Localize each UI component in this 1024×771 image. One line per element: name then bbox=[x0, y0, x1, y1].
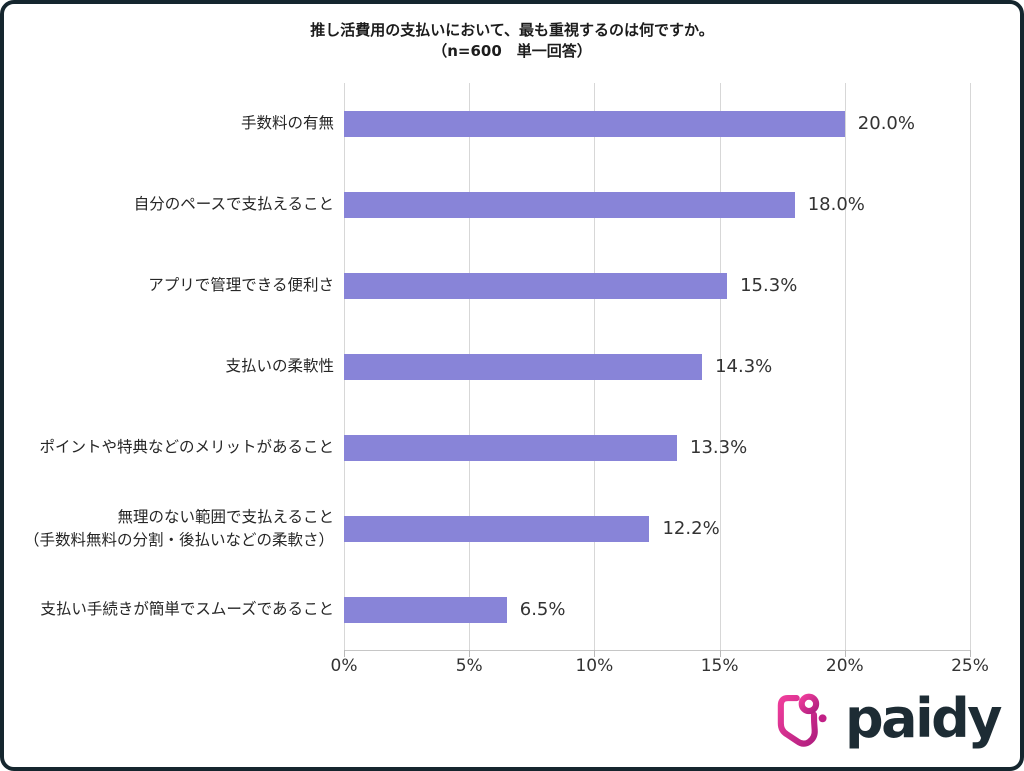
bar-value-label: 14.3% bbox=[715, 356, 773, 377]
category-label: 支払いの柔軟性 bbox=[225, 357, 334, 376]
paidy-logo: paidy bbox=[765, 683, 1002, 755]
bar-value-label: 6.5% bbox=[519, 599, 566, 620]
bar-series: 20.0% 18.0% 15.3% 14.3% 13.3% 12.2% 6.5% bbox=[344, 83, 970, 650]
gridline bbox=[719, 83, 721, 650]
chart-row: 12.2% bbox=[344, 488, 970, 569]
chart-row: 15.3% bbox=[344, 245, 970, 326]
bar-value-label: 13.3% bbox=[690, 437, 748, 458]
bar-value-label: 15.3% bbox=[740, 275, 798, 296]
x-axis-tick-label: 10% bbox=[575, 656, 614, 676]
bar-value-label: 12.2% bbox=[662, 518, 720, 539]
category-label: ポイントや特典などのメリットがあること bbox=[39, 438, 334, 457]
bar bbox=[344, 110, 845, 137]
chart-title-block: 推し活費用の支払いにおいて、最も重視するのは何ですか。 （n=600 単一回答） bbox=[4, 20, 1020, 62]
bar-value-label: 18.0% bbox=[807, 194, 865, 215]
bar bbox=[344, 515, 650, 542]
chart-row: 14.3% bbox=[344, 326, 970, 407]
bar bbox=[344, 272, 728, 299]
category-label: 支払い手続きが簡単でスムーズであること bbox=[40, 600, 334, 619]
category-label: アプリで管理できる便利さ bbox=[148, 276, 334, 295]
x-axis-tick-label: 25% bbox=[951, 656, 989, 676]
paidy-heart-icon bbox=[777, 693, 827, 747]
gridline bbox=[970, 83, 971, 650]
chart-row: 6.5% bbox=[344, 569, 970, 650]
bar-value-label: 20.0% bbox=[857, 113, 915, 134]
gridline bbox=[844, 83, 846, 650]
x-axis-tick-label: 20% bbox=[825, 656, 864, 676]
paidy-logo-text: paidy bbox=[845, 687, 1002, 750]
x-axis: 0% 5% 10% 15% 20% 25% bbox=[331, 656, 989, 682]
axis-tick bbox=[970, 650, 971, 657]
logo-dot bbox=[818, 714, 827, 723]
category-label: 自分のペースで支払えること bbox=[133, 195, 334, 214]
chart-row: 13.3% bbox=[344, 407, 970, 488]
x-axis-tick-label: 15% bbox=[700, 656, 739, 676]
bar bbox=[344, 434, 678, 461]
bar bbox=[344, 191, 795, 218]
chart-subtitle: （n=600 単一回答） bbox=[432, 42, 592, 60]
category-axis: 手数料の有無自分のペースで支払えることアプリで管理できる便利さ支払いの柔軟性ポイ… bbox=[20, 83, 334, 650]
axis-tick bbox=[594, 650, 596, 657]
category-label: 手数料の有無 bbox=[240, 114, 334, 133]
x-axis-tick-label: 0% bbox=[330, 656, 358, 676]
x-axis-tick-label: 5% bbox=[455, 656, 483, 676]
chart-row: 20.0% bbox=[344, 83, 970, 164]
bar bbox=[344, 596, 507, 623]
category-label: 無理のない範囲で支払えること （手数料無料の分割・後払いなどの柔軟さ） bbox=[23, 508, 334, 549]
axis-tick bbox=[719, 650, 721, 657]
axis-tick bbox=[344, 650, 345, 657]
plot-area: 20.0% 18.0% 15.3% 14.3% 13.3% 12.2% 6.5% bbox=[344, 83, 971, 657]
chart-row: 18.0% bbox=[344, 164, 970, 245]
axis-tick bbox=[844, 650, 846, 657]
axis-tick bbox=[469, 650, 471, 657]
chart-title: 推し活費用の支払いにおいて、最も重視するのは何ですか。 bbox=[310, 21, 714, 39]
bar bbox=[344, 353, 703, 380]
